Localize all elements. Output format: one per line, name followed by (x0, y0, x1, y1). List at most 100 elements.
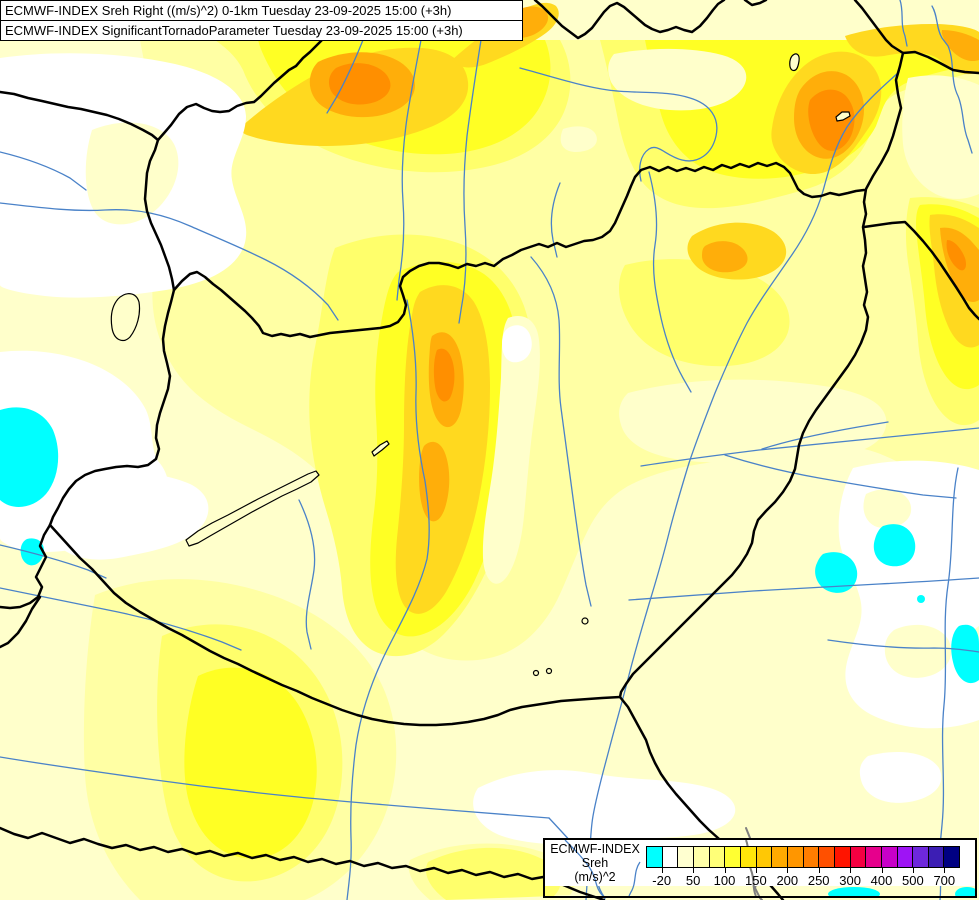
border-fragment-top (743, 0, 768, 7)
legend-tick-mark (661, 868, 663, 873)
legend-tick-label: -20 (652, 873, 672, 888)
legend-tick-mark (693, 868, 695, 873)
legend-tick-label: 700 (933, 873, 956, 888)
border-hu-croatia (48, 523, 622, 727)
river-raba2 (0, 151, 87, 191)
river-ipoly (550, 182, 561, 258)
legend-tick-mark (850, 868, 852, 873)
border-hu-slovakia (172, 161, 866, 339)
border-slovenia-2 (0, 595, 42, 649)
legend-tick-label: 300 (839, 873, 861, 888)
border-croatia-bosnia (0, 826, 606, 900)
legend-units-label: (m/s)^2 (574, 870, 616, 884)
river-zagyva (530, 256, 592, 607)
border-hu-romania (618, 51, 905, 699)
contours-below-zero (0, 407, 979, 684)
legend-variable-label: Sreh (581, 856, 609, 870)
map-title-primary-text: ECMWF-INDEX Sreh Right ((m/s)^2) 0-1km T… (5, 3, 452, 18)
legend-color-swatch (693, 847, 710, 867)
legend-color-swatch (819, 847, 835, 867)
legend-cyan-showthrough-1 (828, 887, 880, 896)
border-morava (156, 38, 324, 142)
legend-tick-mark (787, 868, 789, 873)
border-ua-ro-top (901, 50, 979, 75)
legend-color-swatch (944, 847, 960, 867)
legend-river-showthrough-2 (628, 861, 641, 896)
legend-tick-label: 400 (870, 873, 893, 888)
legend-tick-mark (724, 868, 726, 873)
legend-color-swatch (881, 847, 898, 867)
river-hron (519, 67, 718, 182)
legend-tick-label: 500 (902, 873, 924, 888)
legend-text-block: ECMWF-INDEX Sreh (m/s)^2 (545, 842, 645, 884)
legend-tick-mark (944, 868, 946, 873)
river-danube (346, 299, 430, 900)
river-nitra (396, 39, 422, 301)
river-koros-south (724, 454, 957, 499)
legend-color-swatch (756, 847, 773, 867)
map-title-primary: ECMWF-INDEX Sreh Right ((m/s)^2) 0-1km T… (0, 0, 523, 21)
map-title-secondary-text: ECMWF-INDEX SignificantTornadoParameter … (5, 23, 463, 38)
lake-small-2 (545, 667, 553, 675)
river-sio (298, 499, 316, 650)
legend-color-swatch (866, 847, 882, 867)
lake-balaton (185, 470, 320, 547)
river-raba (0, 202, 339, 321)
legend-color-swatch (740, 847, 757, 867)
legend-color-swatch (834, 847, 851, 867)
lake-slovakia (789, 53, 800, 72)
border-ro-ua-east (862, 220, 979, 321)
legend-color-swatch (897, 847, 914, 867)
border-at-sk (0, 90, 160, 142)
river-vah (458, 39, 482, 324)
legend-cyan-showthrough-2 (955, 887, 975, 896)
river-koros (640, 427, 979, 467)
legend-color-swatch (913, 847, 929, 867)
legend-color-swatch (787, 847, 804, 867)
border-hu-west (48, 138, 176, 527)
legend-color-swatch (928, 847, 945, 867)
contours-level6 (328, 63, 967, 402)
lake-small-1 (532, 669, 540, 677)
legend-product-label: ECMWF-INDEX (550, 842, 640, 856)
legend-color-swatch (725, 847, 741, 867)
map-title-secondary: ECMWF-INDEX SignificantTornadoParameter … (0, 20, 523, 41)
legend-color-swatch (803, 847, 820, 867)
legend-box: ECMWF-INDEX Sreh (m/s)^2 -20 50 100 150 200 2… (543, 838, 977, 898)
river-koros-north (761, 421, 889, 450)
legend-color-swatch (709, 847, 726, 867)
legend-river-showthrough-1 (564, 840, 604, 896)
legend-tick-mark (818, 868, 820, 873)
legend-tick-label: 150 (745, 873, 767, 888)
legend-tick-mark (881, 868, 883, 873)
legend-color-swatch (647, 847, 663, 867)
legend-scale: -20 50 100 150 200 250 300 400 500 700 (646, 846, 960, 896)
river-mura (0, 544, 107, 579)
lakes (110, 53, 851, 677)
river-hernad (648, 171, 692, 393)
legend-color-swatch (678, 847, 694, 867)
river-maros (628, 577, 979, 601)
legend-tick-label: 50 (685, 873, 701, 888)
legend-color-swatch (662, 847, 679, 867)
contours-pale-valleys (482, 48, 979, 584)
legend-color-swatch (850, 847, 867, 867)
legend-color-swatch (772, 847, 788, 867)
river-tisza (585, 71, 900, 900)
legend-tick-label: 100 (713, 873, 736, 888)
lake-velence (371, 440, 390, 457)
lake-tisza (835, 111, 851, 122)
title-stack: ECMWF-INDEX Sreh Right ((m/s)^2) 0-1km T… (0, 0, 523, 41)
legend-tick-mark (755, 868, 757, 873)
legend-tick-label: 250 (807, 873, 830, 888)
river-ne2 (899, 0, 908, 47)
legend-color-bar (646, 846, 960, 868)
river-morava (326, 39, 364, 114)
lake-ferto (110, 293, 141, 341)
border-slovenia-1 (0, 523, 52, 610)
border-sk-ukraine (853, 0, 905, 55)
